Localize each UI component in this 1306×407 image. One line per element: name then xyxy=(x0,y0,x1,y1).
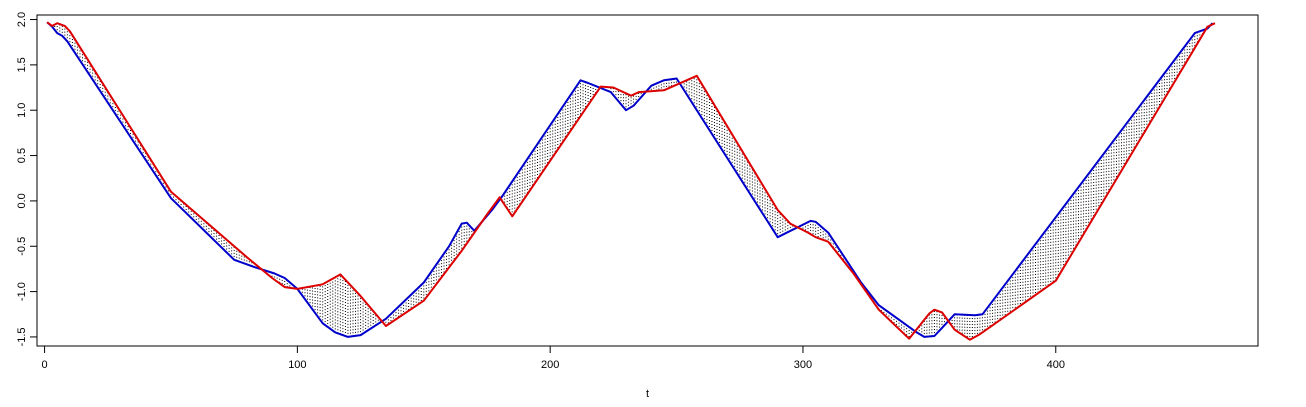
y-axis: -1.5 -1.0 -0.5 0.0 0.5 1.0 1.5 2.0 xyxy=(16,12,38,346)
series-red-line xyxy=(46,21,1216,341)
x-axis-title: t xyxy=(646,388,649,400)
y-tick-label: -0.5 xyxy=(16,237,28,256)
series-layer xyxy=(46,21,1216,341)
y-tick-label: 1.5 xyxy=(16,57,28,72)
x-tick-label: 100 xyxy=(288,359,306,371)
y-tick-label: 0.0 xyxy=(16,193,28,208)
plot-frame xyxy=(36,14,1259,347)
series-blue-line xyxy=(46,21,1214,338)
y-tick-label: -1.0 xyxy=(16,282,28,301)
y-tick-label: 2.0 xyxy=(16,12,28,27)
y-tick-label: 1.0 xyxy=(16,103,28,118)
x-tick-label: 200 xyxy=(541,359,559,371)
x-tick-label: 300 xyxy=(794,359,812,371)
y-tick-label: 0.5 xyxy=(16,148,28,163)
x-axis: 0 100 200 300 400 xyxy=(42,345,1065,371)
x-tick-label: 0 xyxy=(42,359,48,371)
y-tick-label: -1.5 xyxy=(16,327,28,346)
x-tick-label: 400 xyxy=(1047,359,1065,371)
